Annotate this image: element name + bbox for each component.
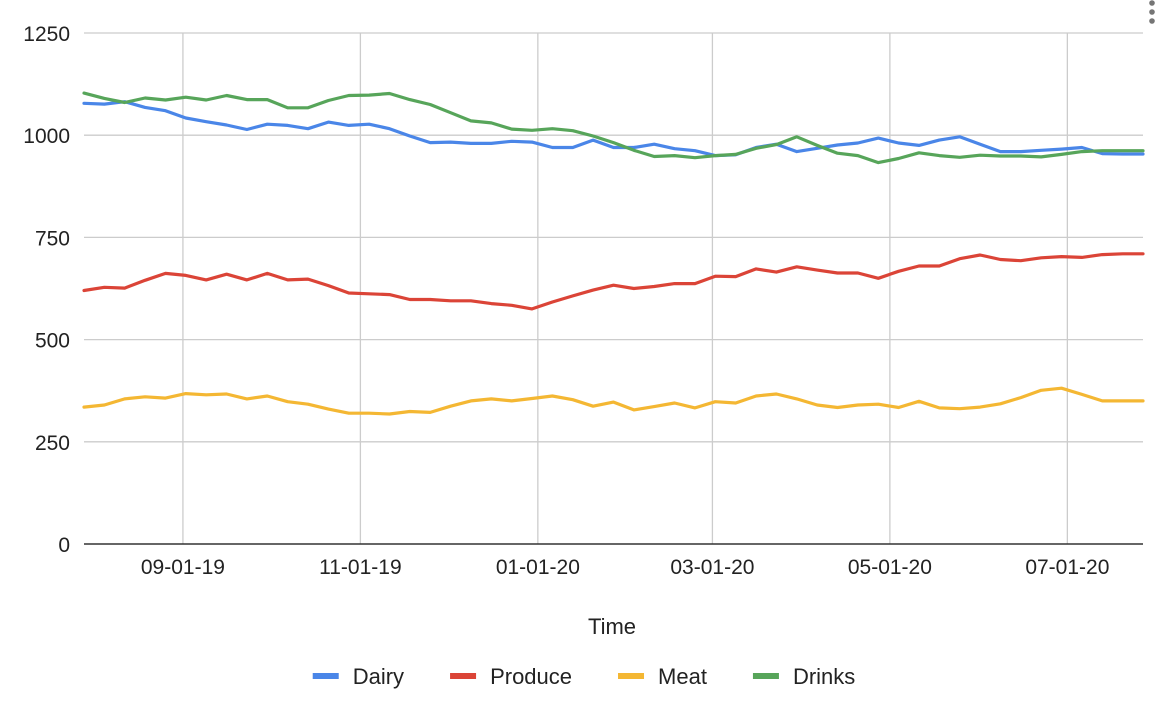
legend-item-meat[interactable]: Meat: [618, 664, 707, 689]
series-line-dairy: [82, 100, 1145, 158]
y-tick-label: 250: [35, 432, 70, 455]
legend-swatch: [312, 673, 339, 679]
y-tick-label: 500: [35, 330, 70, 353]
y-tick-label: 1250: [23, 23, 70, 46]
legend-label: Produce: [490, 664, 572, 689]
vertical-gridlines: [182, 33, 1069, 544]
series-line-produce: [82, 252, 1145, 311]
x-tick-label: 11-01-19: [319, 556, 402, 579]
legend-item-produce[interactable]: Produce: [450, 664, 572, 689]
legend-label: Meat: [658, 664, 707, 689]
legend-label: Dairy: [353, 664, 404, 689]
legend: Dairy Produce Meat Drinks: [312, 664, 855, 689]
series-line-meat: [82, 386, 1145, 416]
legend-swatch: [618, 673, 645, 679]
x-tick-label: 09-01-19: [141, 556, 225, 579]
x-tick-label: 07-01-20: [1025, 556, 1109, 579]
legend-swatch: [752, 673, 779, 679]
series-lines: [82, 91, 1145, 416]
y-axis-tick-labels: 0 250 500 750 1000 1250: [23, 23, 70, 557]
x-axis-tick-labels: 09-01-19 11-01-19 01-01-20 03-01-20 05-01-20…: [141, 556, 1110, 579]
legend-item-drinks[interactable]: Drinks: [752, 664, 855, 689]
y-tick-label: 750: [35, 227, 70, 250]
x-tick-label: 01-01-20: [496, 556, 580, 579]
legend-label: Drinks: [793, 664, 855, 689]
horizontal-gridlines: [84, 32, 1143, 443]
x-tick-label: 05-01-20: [848, 556, 932, 579]
legend-item-dairy[interactable]: Dairy: [312, 664, 404, 689]
series-line-drinks: [82, 91, 1145, 165]
x-tick-label: 03-01-20: [670, 556, 754, 579]
x-axis-title: Time: [588, 614, 636, 639]
y-tick-label: 0: [58, 534, 70, 557]
y-tick-label: 1000: [23, 125, 70, 148]
legend-swatch: [450, 673, 477, 679]
chart-menu-icon[interactable]: [1149, 0, 1155, 24]
